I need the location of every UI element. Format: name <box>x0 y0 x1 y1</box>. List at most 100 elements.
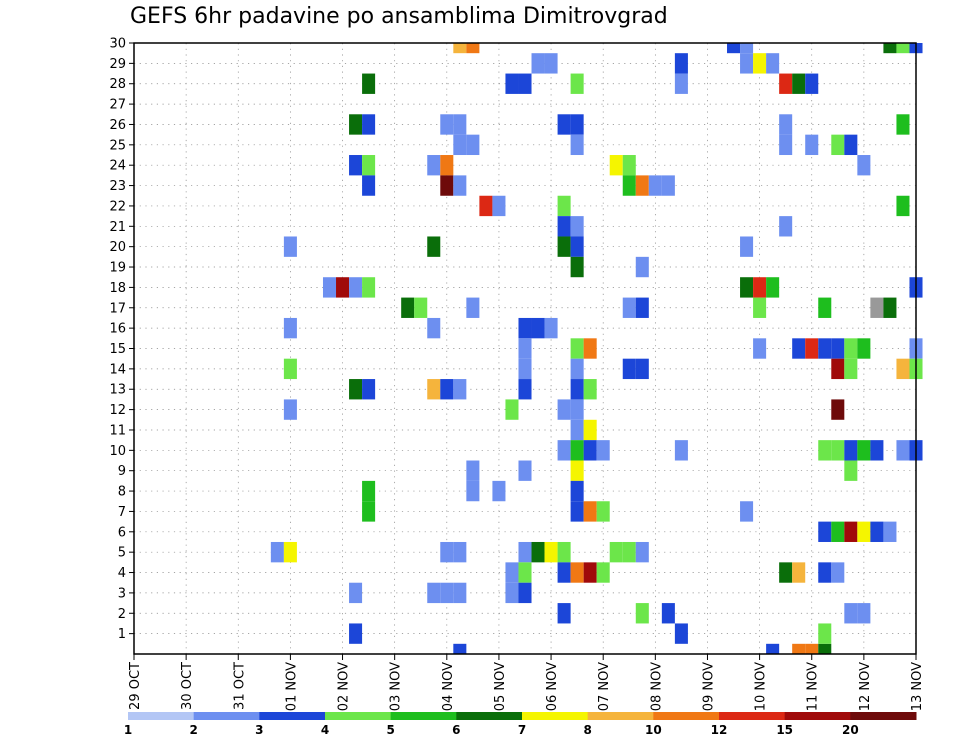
data-cell <box>635 297 649 318</box>
data-cell <box>570 501 584 522</box>
data-cell <box>753 297 767 318</box>
data-cell <box>336 277 350 298</box>
colorbar-label: 2 <box>189 723 197 737</box>
x-tick-label: 10 NOV <box>754 662 769 711</box>
data-cell <box>349 277 363 298</box>
data-cell <box>505 73 519 94</box>
data-cell <box>492 195 506 217</box>
colorbar-label: 6 <box>452 723 460 737</box>
data-cell <box>570 440 584 461</box>
colorbar-swatch <box>719 712 786 720</box>
data-cell <box>544 541 558 563</box>
data-cell <box>896 358 910 380</box>
colorbar-swatch <box>850 712 917 720</box>
data-cell <box>583 419 597 441</box>
y-tick-label: 23 <box>109 179 126 194</box>
data-cell <box>505 582 519 604</box>
data-cell <box>479 195 493 217</box>
data-cell <box>766 643 780 654</box>
data-cell <box>883 521 897 542</box>
data-cell <box>283 541 297 563</box>
data-cell <box>766 53 780 74</box>
y-tick-label: 2 <box>118 607 126 622</box>
data-cell <box>518 73 532 94</box>
data-cell <box>753 277 767 298</box>
data-cell <box>557 236 571 257</box>
data-cell <box>740 53 754 74</box>
data-cell <box>466 43 480 54</box>
data-cell <box>609 155 623 176</box>
data-cell <box>779 73 793 94</box>
x-tick-label: 29 OCT <box>128 662 143 710</box>
data-cell <box>857 338 871 359</box>
y-tick-label: 22 <box>109 199 126 214</box>
data-cell <box>740 43 754 54</box>
x-tick-label: 02 NOV <box>337 662 352 711</box>
data-cell <box>674 53 688 74</box>
x-tick-label: 12 NOV <box>858 662 873 711</box>
data-cell <box>831 562 845 583</box>
data-cell <box>557 603 571 624</box>
x-axis: 29 OCT 30 OCT 31 OCT 01 NOV 02 NOV 03 NOV 04 N… <box>128 654 925 711</box>
y-tick-label: 3 <box>118 586 126 601</box>
data-cell <box>805 338 819 359</box>
data-cell <box>570 134 584 156</box>
data-cell <box>557 440 571 461</box>
data-cell <box>466 134 480 156</box>
data-cell <box>557 216 571 237</box>
data-cell <box>805 643 819 654</box>
data-cell <box>896 440 910 461</box>
data-cell <box>753 53 767 74</box>
data-cell <box>896 114 910 135</box>
data-cell <box>283 317 297 339</box>
data-cell <box>349 155 363 176</box>
y-tick-label: 10 <box>109 444 126 459</box>
data-cells <box>270 43 923 654</box>
data-cell <box>831 134 845 156</box>
data-cell <box>870 521 884 542</box>
data-cell <box>570 338 584 359</box>
colorbar: 1 2 3 4 5 6 7 8 10 12 15 20 <box>124 712 917 737</box>
data-cell <box>466 297 480 318</box>
y-tick-label: 9 <box>118 464 126 479</box>
data-cell <box>283 399 297 420</box>
y-tick-label: 27 <box>109 98 126 113</box>
data-cell <box>518 379 532 400</box>
data-cell <box>844 440 858 461</box>
x-tick-label: 30 OCT <box>180 662 195 710</box>
data-cell <box>362 155 376 176</box>
data-cell <box>896 43 910 54</box>
colorbar-swatch <box>259 712 326 720</box>
data-cell <box>518 317 532 339</box>
data-cell <box>570 358 584 380</box>
data-cell <box>570 114 584 135</box>
data-cell <box>570 562 584 583</box>
data-cell <box>622 297 636 318</box>
colorbar-swatch <box>193 712 260 720</box>
data-cell <box>635 175 649 196</box>
x-tick-label: 06 NOV <box>545 662 560 711</box>
data-cell <box>753 338 767 359</box>
data-cell <box>322 277 337 298</box>
data-cell <box>740 501 754 522</box>
data-cell <box>831 358 845 380</box>
colorbar-swatch <box>522 712 589 720</box>
data-cell <box>779 562 793 583</box>
y-tick-label: 16 <box>109 322 126 337</box>
colorbar-label: 12 <box>711 723 728 737</box>
data-cell <box>505 399 519 420</box>
data-cell <box>453 175 467 196</box>
x-tick-label: 01 NOV <box>284 662 299 711</box>
y-tick-label: 11 <box>109 423 126 438</box>
y-tick-label: 8 <box>118 485 126 500</box>
data-cell <box>283 236 297 257</box>
data-cell <box>518 582 532 604</box>
data-cell <box>518 338 532 359</box>
data-cell <box>362 379 376 400</box>
data-cell <box>635 358 649 380</box>
data-cell <box>427 155 441 176</box>
data-cell <box>349 623 363 644</box>
data-cell <box>870 440 884 461</box>
data-cell <box>427 236 441 257</box>
